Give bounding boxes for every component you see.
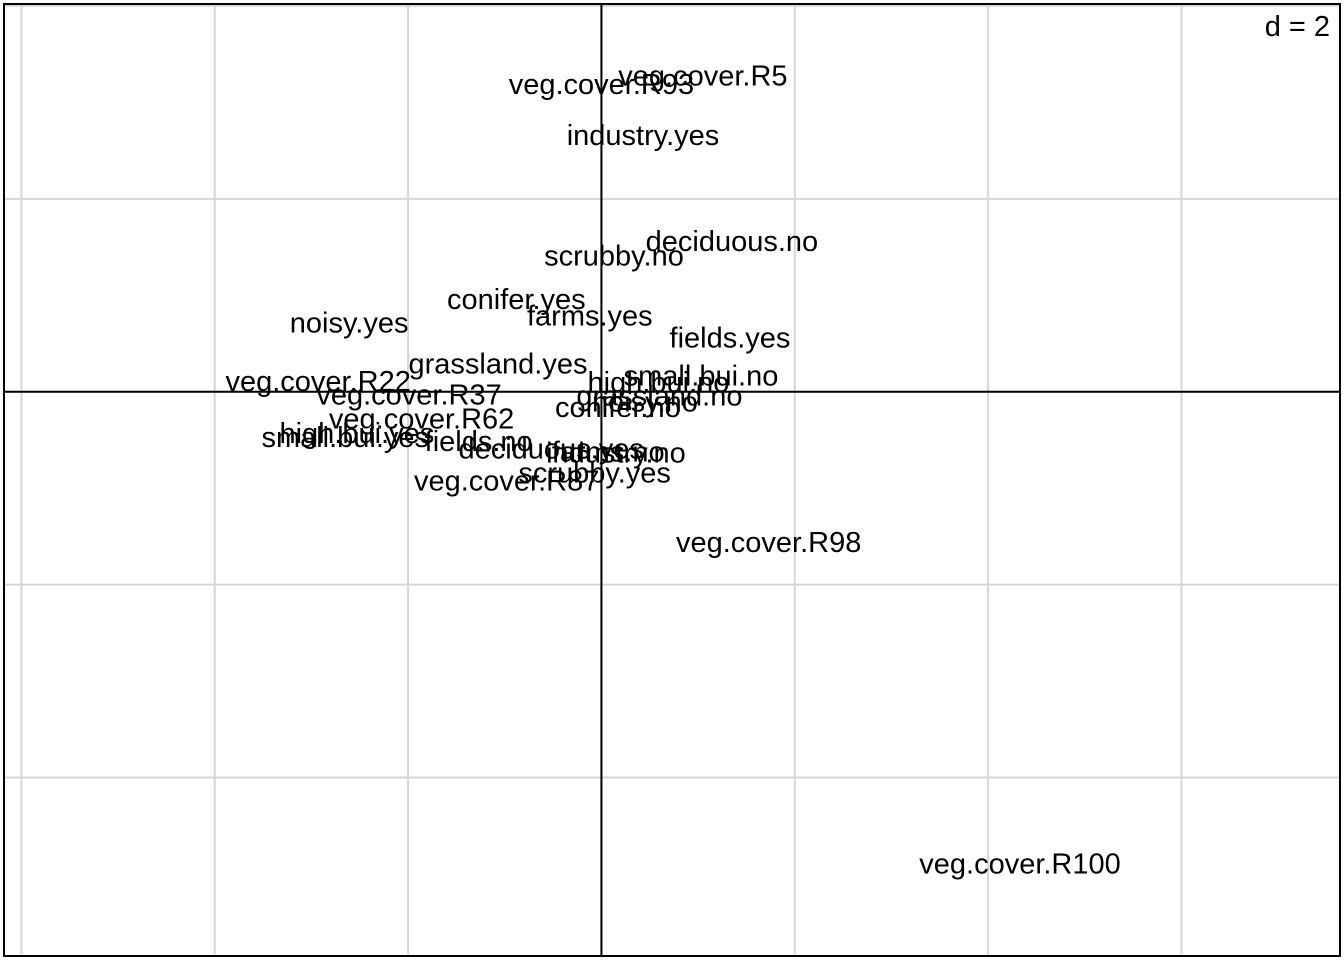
point-label: veg.cover.R5 <box>618 60 787 92</box>
point-label: veg.cover.R62 <box>329 404 514 436</box>
point-label: veg.cover.R100 <box>919 848 1121 880</box>
point-label: scrubby.no <box>544 241 684 273</box>
point-label: conifer.no <box>555 392 681 424</box>
point-label: fields.yes <box>670 323 791 355</box>
point-label: noisy.no <box>592 386 698 418</box>
scale-label: d = 2 <box>1265 11 1330 43</box>
point-label: small.bui.no <box>624 360 779 392</box>
point-label: fields.no <box>425 426 533 458</box>
point-label: conifer.yes <box>447 284 586 316</box>
plot-frame <box>3 3 1341 957</box>
point-label: small.bui.yes <box>261 422 429 454</box>
point-label: veg.cover.R87 <box>414 465 599 497</box>
point-label: veg.cover.R37 <box>316 380 501 412</box>
point-label: noisy.yes <box>290 307 409 339</box>
point-label: deciduous.no <box>646 226 819 258</box>
point-label: grassland.no <box>576 381 742 413</box>
point-label: farms.no <box>552 437 665 469</box>
point-label: veg.cover.R93 <box>509 69 694 101</box>
point-label: farms.yes <box>527 301 653 333</box>
point-label: high.bui.no <box>588 367 730 399</box>
point-label: grassland.yes <box>409 349 588 381</box>
point-label: industry.yes <box>567 120 720 152</box>
point-label: veg.cover.R98 <box>676 527 861 559</box>
scale-label-box <box>1248 8 1338 44</box>
origin-axes <box>4 4 1340 956</box>
point-label: deciduous.yes <box>458 434 643 466</box>
point-label: industry.no <box>546 437 686 469</box>
point-label: scrubby.yes <box>518 458 671 490</box>
point-label: veg.cover.R22 <box>225 366 410 398</box>
point-label: high.bui.yes <box>279 418 434 450</box>
